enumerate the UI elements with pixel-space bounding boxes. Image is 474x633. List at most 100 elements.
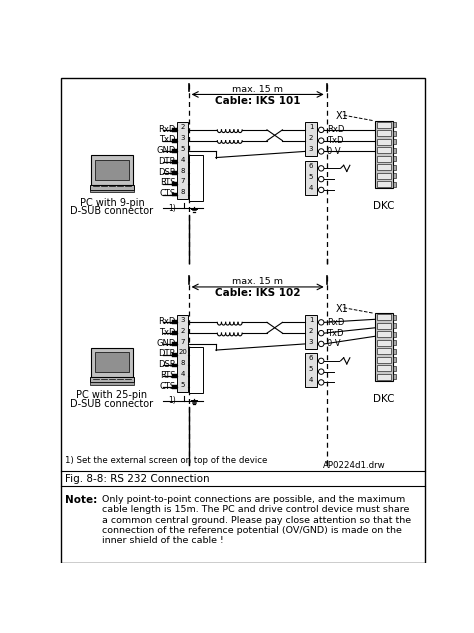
Bar [377,340,392,346]
Circle shape [319,341,324,347]
Text: Only point-to-point connections are possible, and the maximum: Only point-to-point connections are poss… [102,495,405,504]
Text: X1: X1 [336,304,349,314]
Circle shape [319,369,324,374]
Text: 8: 8 [180,168,185,173]
Bar [177,122,188,199]
Bar [91,189,134,192]
Circle shape [319,380,324,385]
Bar [377,173,392,179]
Text: DTR: DTR [158,349,175,358]
Bar [190,154,203,201]
Bar [377,139,392,145]
Bar [377,181,392,187]
Text: DSR: DSR [158,168,175,177]
Bar [173,353,177,356]
Bar [392,332,396,337]
Bar [173,363,177,367]
Text: DKC: DKC [373,394,395,404]
Circle shape [319,166,324,171]
Text: 4: 4 [180,157,185,163]
Text: 5: 5 [309,367,313,372]
Text: a common central ground. Please pay close attention so that the: a common central ground. Please pay clos… [102,516,411,525]
Bar [177,315,188,392]
Bar [392,366,396,371]
Bar [377,122,392,128]
Text: max. 15 m: max. 15 m [232,277,283,286]
Bar [392,122,396,127]
Bar [173,149,177,153]
Text: PC with 25-pin: PC with 25-pin [76,390,147,400]
Text: TxD: TxD [327,136,343,145]
Bar [392,182,396,187]
Text: max. 15 m: max. 15 m [232,85,283,94]
Text: RxD: RxD [158,125,175,134]
Bar [173,160,177,164]
Bar [190,347,203,393]
Bar [392,374,396,379]
Text: D-SUB connector: D-SUB connector [70,399,154,408]
Bar [392,357,396,362]
Text: 3: 3 [309,146,313,152]
Bar [377,164,392,170]
Bar [173,171,177,175]
Text: 1: 1 [309,125,313,130]
Bar [375,121,392,189]
Bar [377,348,392,354]
Bar [377,356,392,363]
Text: 4: 4 [309,377,313,383]
Bar [375,313,392,381]
Bar [173,192,177,196]
Text: RxD: RxD [158,317,175,326]
Text: TxD: TxD [159,135,175,144]
Text: Cable: IKS 101: Cable: IKS 101 [215,96,301,106]
Text: 4: 4 [180,371,185,377]
Text: DKC: DKC [373,201,395,211]
Bar [305,315,317,349]
Text: connection of the reference potential (OV/GND) is made on the: connection of the reference potential (O… [102,526,402,535]
Bar [392,323,396,329]
Text: cable length is 15m. The PC and drive control device must share: cable length is 15m. The PC and drive co… [102,505,409,514]
Bar [173,385,177,389]
Bar [173,182,177,185]
Text: CTS: CTS [159,382,175,391]
Text: 3: 3 [309,339,313,344]
Bar [392,139,396,144]
Text: 2: 2 [180,328,185,334]
Text: RTS: RTS [160,179,175,187]
Bar [173,374,177,378]
Bar [377,373,392,380]
Bar [95,353,128,372]
Circle shape [319,149,324,154]
Bar [173,342,177,346]
Bar [91,382,134,385]
Text: 8: 8 [180,360,185,366]
Bar [392,147,396,153]
Text: RxD: RxD [327,125,344,134]
Text: 7: 7 [180,179,185,184]
Bar [90,185,134,189]
Bar [377,130,392,136]
Bar [305,122,317,156]
Text: AP0224d1.drw: AP0224d1.drw [323,461,385,470]
Text: X1: X1 [336,111,349,122]
Text: 5: 5 [309,173,313,180]
Bar [392,156,396,161]
Bar [392,165,396,170]
Text: Fig. 8-8: RS 232 Connection: Fig. 8-8: RS 232 Connection [65,473,210,484]
Text: 6: 6 [309,356,313,361]
Text: 1): 1) [168,396,175,405]
Bar [305,353,317,387]
Text: GND: GND [156,339,175,348]
Text: 2: 2 [309,328,313,334]
Bar [90,377,134,382]
Text: 5: 5 [180,382,185,387]
Bar [173,128,177,132]
Text: 3: 3 [180,317,185,323]
Circle shape [319,138,324,143]
Text: TxD: TxD [327,329,343,337]
Bar [377,156,392,162]
Bar [392,173,396,179]
Bar [173,331,177,335]
Text: RxD: RxD [327,318,344,327]
Circle shape [319,187,324,192]
